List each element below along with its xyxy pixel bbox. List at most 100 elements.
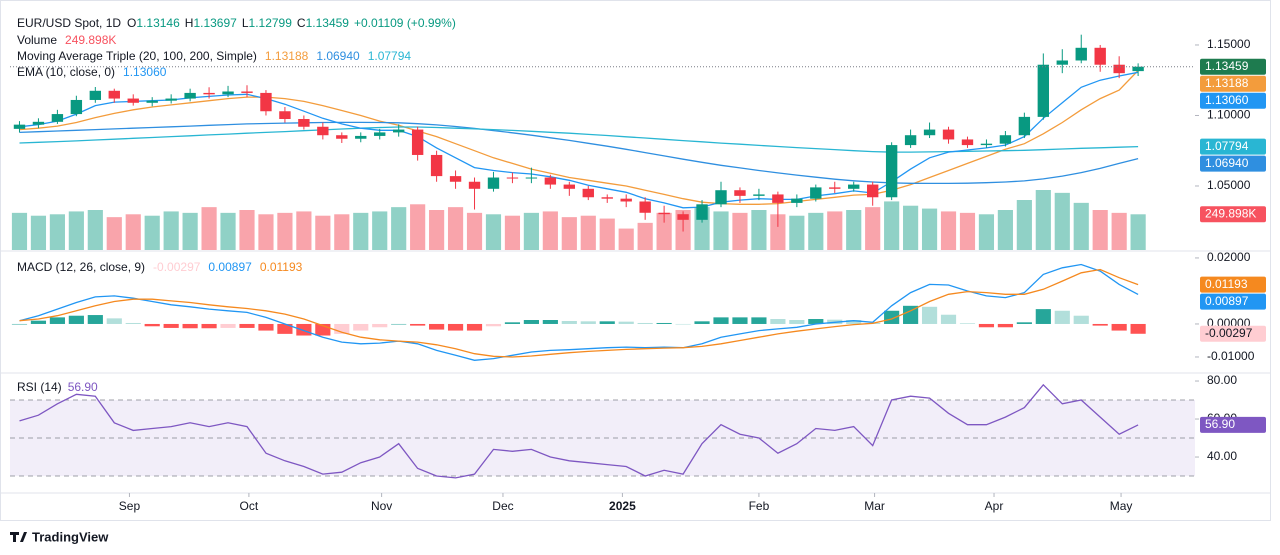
x-tick-label: Oct — [240, 499, 259, 513]
candle-body — [127, 98, 139, 103]
candle-body — [734, 190, 746, 196]
histogram-bar — [334, 323, 350, 334]
histogram-bar — [770, 319, 786, 324]
histogram-bar — [921, 306, 938, 324]
histogram-bar — [997, 323, 1013, 328]
x-tick-label: Nov — [371, 499, 392, 513]
value-tag — [1200, 155, 1266, 172]
volume-bar — [163, 211, 179, 250]
candle-body — [32, 121, 45, 125]
histogram-bar — [694, 321, 710, 324]
histogram-bar — [1130, 323, 1146, 334]
candle-body — [980, 143, 993, 146]
chart-frame — [0, 0, 1271, 521]
value-tag — [1200, 58, 1266, 75]
volume-bar — [599, 218, 615, 250]
histogram-bar — [30, 320, 47, 324]
volume-bar — [1035, 190, 1051, 250]
rsi-line — [19, 383, 1139, 479]
value-tag-label: 1.13459 — [1205, 59, 1249, 73]
volume-bar — [713, 211, 729, 250]
legend-name: Volume — [17, 33, 57, 47]
legend-value: 0.01193 — [260, 260, 303, 274]
histogram-bar — [523, 320, 539, 324]
volume-bar — [466, 212, 483, 250]
volume-bar — [372, 211, 388, 250]
candle-body — [89, 90, 102, 100]
histogram-bar — [447, 323, 464, 331]
candle-body — [1094, 47, 1106, 65]
candle-body — [1037, 64, 1050, 117]
y-tick-label: -0.01000 — [1207, 349, 1255, 363]
indicator-line — [19, 71, 1139, 209]
volume-bar — [201, 207, 217, 250]
histogram-bar — [675, 323, 691, 325]
candle-body — [165, 98, 177, 101]
legend-key: L — [242, 16, 249, 30]
volume-bar — [580, 215, 596, 250]
volume-bar — [277, 212, 293, 250]
histogram-bar — [372, 323, 388, 328]
volume-bar — [884, 201, 900, 250]
indicator-line — [19, 121, 1139, 185]
volume-bar — [1092, 210, 1108, 250]
value-tag-label: 249.898K — [1205, 206, 1256, 220]
candle-body — [601, 197, 613, 199]
histogram-bar — [637, 322, 653, 324]
legend-value: 1.06940 — [316, 49, 360, 63]
value-tag — [1200, 206, 1266, 223]
histogram-bar — [1016, 322, 1032, 324]
histogram-bar — [751, 317, 767, 324]
volume-bar — [30, 215, 47, 250]
histogram-bar — [353, 323, 369, 331]
volume-bar — [296, 211, 312, 250]
volume-bar — [391, 207, 407, 250]
x-tick-label: Apr — [985, 499, 1004, 513]
volume-bar — [523, 212, 539, 250]
volume-bar — [504, 215, 521, 250]
histogram-bar — [68, 315, 84, 324]
candle-body — [999, 135, 1012, 144]
legend-value: 1.13188 — [265, 49, 309, 63]
y-tick-label: 1.10000 — [1207, 108, 1251, 122]
candle-body — [696, 204, 708, 220]
volume-bar — [239, 210, 255, 250]
histogram-bar — [561, 320, 577, 324]
histogram-bar — [201, 323, 217, 329]
histogram-bar — [789, 320, 805, 324]
candle-body — [829, 187, 841, 189]
histogram-bar — [618, 321, 634, 324]
candle-body — [374, 132, 386, 136]
legend-value: 1.13697 — [193, 16, 237, 30]
histogram-bar — [466, 323, 483, 331]
candle-body — [279, 111, 291, 120]
histogram-bar — [49, 317, 65, 324]
volume-bar — [846, 210, 862, 250]
histogram-bar — [1035, 309, 1051, 324]
candle-body — [772, 194, 784, 203]
histogram-bar — [296, 323, 312, 336]
legend-value: 1.07794 — [368, 49, 412, 63]
indicator-line — [19, 70, 1139, 205]
value-tag-label: 0.00897 — [1205, 294, 1249, 308]
volume-bar — [618, 228, 634, 250]
x-tick-label: 2025 — [609, 499, 636, 513]
candle-body — [51, 114, 64, 122]
candle-body — [942, 129, 955, 140]
volume-bar — [182, 212, 198, 250]
histogram-bar — [713, 317, 729, 324]
y-tick-label: 40.00 — [1207, 449, 1237, 463]
legend-title: RSI (14) — [17, 380, 62, 394]
candle-body — [260, 92, 272, 112]
histogram-bar — [542, 320, 558, 324]
candle-body — [506, 177, 519, 179]
volume-bar — [1054, 192, 1070, 250]
x-tick-label: Dec — [492, 499, 513, 513]
volume-bar — [865, 207, 881, 250]
histogram-bar — [182, 323, 198, 329]
histogram-bar — [1054, 310, 1070, 324]
candle-body — [108, 90, 120, 99]
histogram-bar — [580, 321, 596, 324]
